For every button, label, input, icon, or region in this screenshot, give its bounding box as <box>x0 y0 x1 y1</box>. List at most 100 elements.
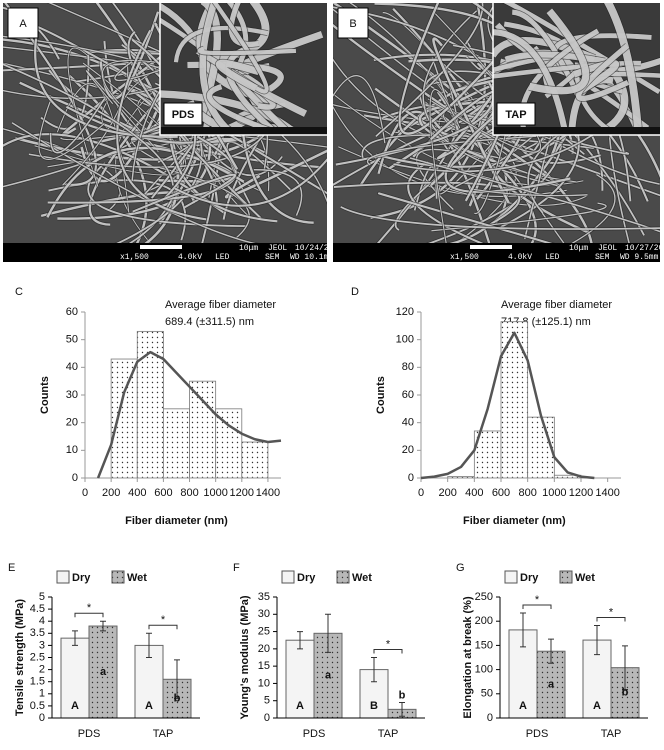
legend-label: Dry <box>297 572 316 584</box>
significance-star: * <box>161 614 166 626</box>
panel-label: A <box>19 18 27 30</box>
x-axis-label: Fiber diameter (nm) <box>463 515 566 527</box>
fiber <box>409 157 660 233</box>
histogram-bar <box>527 416 555 479</box>
y-tick-label: 0 <box>408 472 414 484</box>
fiber <box>504 51 606 65</box>
info-text: x1,500 <box>120 253 149 262</box>
fiber <box>28 22 327 195</box>
y-tick-label: 25 <box>258 625 270 637</box>
significance-letter: B <box>370 700 378 712</box>
x-tick-label: 200 <box>438 487 456 499</box>
error-bar <box>371 657 377 683</box>
fiber <box>377 192 553 243</box>
error-bar <box>72 630 78 646</box>
x-tick-label: 1400 <box>595 487 619 499</box>
x-tick-label: TAP <box>153 728 174 740</box>
y-tick-label: 0.5 <box>30 700 45 712</box>
fiber <box>3 63 174 186</box>
fiber <box>67 47 99 187</box>
fiber <box>432 37 510 204</box>
y-tick-label: 30 <box>258 608 270 620</box>
inset-label-box <box>163 102 203 126</box>
significance-letter: b <box>174 693 181 705</box>
fiber <box>49 97 106 154</box>
fiber <box>361 134 595 159</box>
significance-letter: a <box>100 666 107 678</box>
info-text: 10μm <box>239 244 258 253</box>
x-tick-label: 1200 <box>230 487 254 499</box>
fiber <box>38 101 105 160</box>
x-tick-label: 1000 <box>542 487 566 499</box>
y-tick-label: 10 <box>66 444 78 456</box>
x-tick-label: TAP <box>378 728 399 740</box>
x-tick-label: 400 <box>128 487 146 499</box>
info-text: 10/24/2014 <box>295 244 343 253</box>
y-tick-label: 3 <box>39 639 45 651</box>
info-text: LED <box>545 253 560 262</box>
fiber <box>206 83 292 135</box>
x-tick-label: PDS <box>303 728 326 740</box>
inset-label: PDS <box>172 109 195 121</box>
fiber <box>333 75 386 144</box>
y-tick-label: 50 <box>481 688 493 700</box>
y-tick-label: 0 <box>39 712 45 724</box>
y-tick-label: 1 <box>39 688 45 700</box>
fiber <box>340 206 660 230</box>
fiber <box>471 188 588 197</box>
scale-bar <box>470 245 512 249</box>
error-bar <box>100 620 106 632</box>
significance-star: * <box>535 594 540 606</box>
error-bar <box>325 613 331 653</box>
significance-star: * <box>87 602 92 614</box>
x-tick-label: PDS <box>526 728 549 740</box>
fiber <box>116 44 203 243</box>
y-tick-label: 5 <box>264 695 270 707</box>
fiber <box>572 59 620 96</box>
y-tick-label: 200 <box>475 615 493 627</box>
fiber <box>422 10 558 187</box>
legend-label: Wet <box>127 572 147 584</box>
y-tick-label: 50 <box>66 334 78 346</box>
x-tick-label: 200 <box>102 487 120 499</box>
legend-swatch <box>559 570 573 584</box>
x-tick-label: 1000 <box>203 487 227 499</box>
y-tick-label: 60 <box>402 389 414 401</box>
error-bar <box>174 659 180 700</box>
y-tick-label: 3.5 <box>30 627 45 639</box>
panel-letter: D <box>351 286 359 298</box>
histogram-bar <box>189 380 217 479</box>
fiber <box>127 31 262 219</box>
legend-swatch <box>111 570 125 584</box>
x-tick-label: 1200 <box>569 487 593 499</box>
inset-border <box>492 3 660 136</box>
panel-letter: C <box>15 286 23 298</box>
y-tick-label: 4 <box>39 615 45 627</box>
error-bar <box>399 701 405 717</box>
significance-bracket <box>74 612 104 618</box>
y-axis-label: Young's modulus (MPa) <box>239 595 251 719</box>
label-box <box>337 7 369 39</box>
significance-letter: A <box>296 700 304 712</box>
y-tick-label: 15 <box>258 660 270 672</box>
fiber <box>575 43 630 102</box>
y-tick-label: 0 <box>487 712 493 724</box>
y-tick-label: 40 <box>66 361 78 373</box>
fiber <box>407 161 484 243</box>
fiber <box>174 158 327 207</box>
fiber <box>375 3 484 137</box>
panel-letter: F <box>233 562 240 574</box>
panel-label: B <box>349 18 356 30</box>
fiber <box>511 9 583 103</box>
fiber <box>429 89 461 243</box>
fiber <box>197 46 297 56</box>
y-tick-label: 100 <box>475 664 493 676</box>
x-tick-label: 1400 <box>256 487 280 499</box>
info-text: 10μm <box>569 244 588 253</box>
significance-star: * <box>386 638 391 650</box>
fiber <box>493 29 568 129</box>
legend-label: Dry <box>72 572 91 584</box>
y-tick-label: 0 <box>72 472 78 484</box>
info-text: LED <box>215 253 230 262</box>
